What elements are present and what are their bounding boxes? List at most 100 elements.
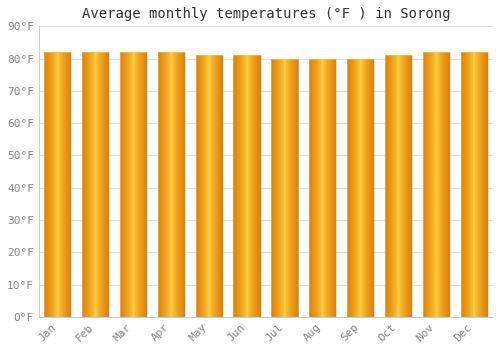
Bar <box>316 58 318 317</box>
Bar <box>176 52 178 317</box>
Bar <box>66 52 68 317</box>
Bar <box>212 55 214 317</box>
Bar <box>51 52 52 317</box>
Bar <box>62 52 64 317</box>
Bar <box>181 52 182 317</box>
Bar <box>92 52 93 317</box>
Bar <box>234 55 235 317</box>
Bar <box>220 55 222 317</box>
Bar <box>295 58 296 317</box>
Bar <box>422 52 424 317</box>
Bar <box>198 55 199 317</box>
Bar <box>442 52 443 317</box>
Bar <box>252 55 253 317</box>
Bar <box>222 55 223 317</box>
Bar <box>297 58 298 317</box>
Bar <box>347 58 374 317</box>
Bar <box>161 52 162 317</box>
Bar <box>426 52 428 317</box>
Bar <box>68 52 70 317</box>
Bar <box>176 52 177 317</box>
Bar <box>440 52 441 317</box>
Bar <box>468 52 469 317</box>
Title: Average monthly temperatures (°F ) in Sorong: Average monthly temperatures (°F ) in So… <box>82 7 450 21</box>
Bar <box>254 55 256 317</box>
Bar <box>94 52 95 317</box>
Bar <box>310 58 311 317</box>
Bar <box>472 52 473 317</box>
Bar <box>350 58 351 317</box>
Bar <box>405 55 406 317</box>
Bar <box>463 52 464 317</box>
Bar <box>236 55 237 317</box>
Bar <box>448 52 450 317</box>
Bar <box>399 55 400 317</box>
Bar <box>88 52 89 317</box>
Bar <box>205 55 206 317</box>
Bar <box>464 52 466 317</box>
Bar <box>290 58 291 317</box>
Bar <box>165 52 166 317</box>
Bar <box>358 58 360 317</box>
Bar <box>443 52 444 317</box>
Bar <box>348 58 349 317</box>
Bar <box>352 58 353 317</box>
Bar <box>55 52 56 317</box>
Bar <box>318 58 320 317</box>
Bar <box>278 58 280 317</box>
Bar <box>253 55 254 317</box>
Bar <box>242 55 243 317</box>
Bar <box>438 52 439 317</box>
Bar <box>361 58 362 317</box>
Bar <box>402 55 404 317</box>
Bar <box>478 52 479 317</box>
Bar <box>395 55 396 317</box>
Bar <box>257 55 258 317</box>
Bar <box>245 55 246 317</box>
Bar <box>84 52 86 317</box>
Bar <box>141 52 142 317</box>
Bar <box>70 52 72 317</box>
Bar <box>436 52 437 317</box>
Bar <box>320 58 322 317</box>
Bar <box>160 52 161 317</box>
Bar <box>470 52 471 317</box>
Bar <box>56 52 57 317</box>
Bar <box>285 58 286 317</box>
Bar <box>61 52 62 317</box>
Bar <box>196 55 223 317</box>
Bar <box>477 52 478 317</box>
Bar <box>331 58 332 317</box>
Bar <box>431 52 432 317</box>
Bar <box>437 52 438 317</box>
Bar <box>214 55 216 317</box>
Bar <box>101 52 102 317</box>
Bar <box>410 55 411 317</box>
Bar <box>487 52 488 317</box>
Bar <box>63 52 64 317</box>
Bar <box>105 52 106 317</box>
Bar <box>133 52 134 317</box>
Bar <box>107 52 108 317</box>
Bar <box>58 52 59 317</box>
Bar <box>473 52 474 317</box>
Bar <box>401 55 402 317</box>
Bar <box>206 55 207 317</box>
Bar <box>447 52 448 317</box>
Bar <box>424 52 425 317</box>
Bar <box>359 58 360 317</box>
Bar <box>282 58 283 317</box>
Bar <box>422 52 450 317</box>
Bar <box>481 52 482 317</box>
Bar <box>296 58 297 317</box>
Bar <box>120 52 122 317</box>
Bar <box>213 55 214 317</box>
Bar <box>389 55 390 317</box>
Bar <box>311 58 312 317</box>
Bar <box>475 52 476 317</box>
Bar <box>201 55 202 317</box>
Bar <box>106 52 107 317</box>
Bar <box>130 52 132 317</box>
Bar <box>140 52 141 317</box>
Bar <box>248 55 249 317</box>
